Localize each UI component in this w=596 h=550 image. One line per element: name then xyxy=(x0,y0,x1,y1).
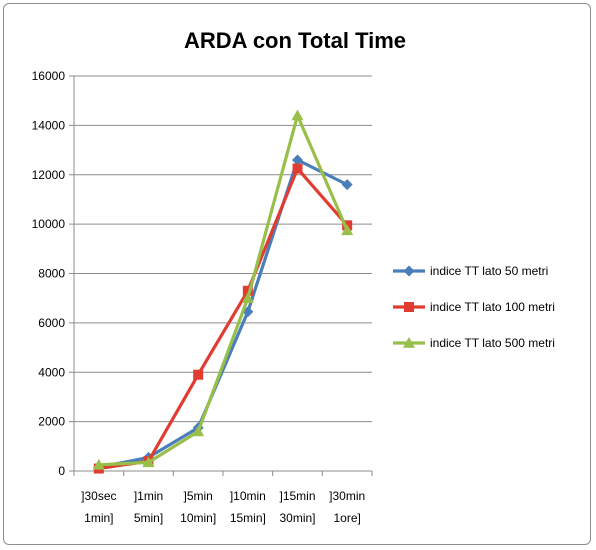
data-point xyxy=(142,456,155,468)
y-tick-label: 10000 xyxy=(32,217,66,231)
data-point xyxy=(341,179,353,191)
x-tick-label: ]1min 5min] xyxy=(134,489,163,525)
legend: indice TT lato 50 metri indice TT lato 10… xyxy=(393,264,555,350)
data-point xyxy=(193,369,204,380)
legend-item-3: indice TT lato 500 metri xyxy=(393,336,555,350)
chart-frame: ARDA con Total Time 0 2000 4000 6000 8000 100… xyxy=(3,3,591,545)
series-line xyxy=(98,113,349,467)
series-line xyxy=(98,158,348,469)
y-tick-label: 2000 xyxy=(38,415,65,429)
legend-label: indice TT lato 100 metri xyxy=(430,300,555,314)
y-tick-label: 4000 xyxy=(38,365,65,379)
y-tick-label: 8000 xyxy=(38,267,65,281)
data-point xyxy=(341,224,354,236)
x-tick-label: ]5min 10min] xyxy=(180,489,216,525)
data-point xyxy=(92,458,105,470)
series-2 xyxy=(93,163,353,474)
data-point xyxy=(292,154,303,166)
legend-item-2: indice TT lato 100 metri xyxy=(393,300,555,314)
series-line xyxy=(98,166,349,471)
series-layer xyxy=(92,109,354,474)
legend-swatch-marker xyxy=(404,302,414,312)
gridlines xyxy=(74,75,372,423)
x-tick-label: ]15min 30min] xyxy=(279,489,315,525)
y-tick-label: 16000 xyxy=(32,69,66,83)
series-3 xyxy=(92,109,354,470)
series-1 xyxy=(93,154,353,473)
line-chart: ARDA con Total Time 0 2000 4000 6000 8000 100… xyxy=(32,28,555,525)
legend-swatch-marker xyxy=(403,337,415,348)
x-tick-label: ]30sec 1min] xyxy=(81,489,116,525)
axes: 0 2000 4000 6000 8000 10000 12000 14000 16000 ]30… xyxy=(32,69,373,525)
y-tick-label: 14000 xyxy=(32,118,66,132)
data-point xyxy=(291,109,304,121)
x-tick-label: ]30min 1ore] xyxy=(329,489,365,525)
y-tick-label: 6000 xyxy=(38,316,65,330)
data-point xyxy=(292,163,303,174)
x-tick-label: ]10min 15min] xyxy=(230,489,266,525)
legend-item-1: indice TT lato 50 metri xyxy=(393,264,548,278)
data-point xyxy=(241,292,254,303)
chart-title: ARDA con Total Time xyxy=(184,28,406,53)
legend-swatch-marker xyxy=(403,265,415,277)
data-point xyxy=(192,425,205,437)
legend-label: indice TT lato 50 metri xyxy=(430,264,548,278)
legend-label: indice TT lato 500 metri xyxy=(430,336,555,350)
y-tick-label: 0 xyxy=(58,464,65,478)
y-tick-label: 12000 xyxy=(32,168,66,182)
data-point xyxy=(242,285,253,296)
